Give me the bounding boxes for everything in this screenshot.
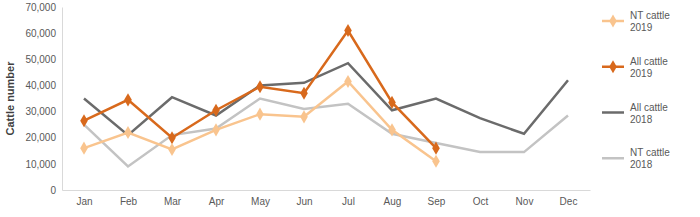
legend-item: NT cattle2019 (602, 10, 670, 33)
series-marker (344, 24, 352, 37)
x-tick-label: Sep (428, 196, 446, 207)
legend-label: NT cattle2018 (630, 147, 670, 170)
x-tick: Nov (516, 190, 534, 207)
x-tick: Jan (76, 190, 92, 207)
x-tick-label: Nov (516, 196, 534, 207)
x-tick: May (251, 190, 270, 207)
series-marker (212, 104, 220, 117)
series-marker (300, 87, 308, 100)
x-tick: Aug (384, 190, 402, 207)
legend: NT cattle2019 All cattle2019 All cattle201… (602, 10, 670, 170)
series-marker (388, 123, 396, 136)
x-tick: Oct (473, 190, 489, 207)
legend-swatch (602, 111, 624, 114)
x-tick-label: Dec (560, 196, 578, 207)
y-tick: 0 (50, 185, 62, 196)
x-tick: Sep (428, 190, 446, 207)
series-marker (124, 126, 132, 139)
y-tick-label: 50,000 (25, 54, 56, 65)
series-marker (80, 142, 88, 155)
x-tick: Jun (296, 190, 312, 207)
y-axis-line (62, 8, 63, 191)
x-axis-line (63, 190, 591, 191)
x-tick-label: Mar (164, 196, 182, 207)
y-tick-label: 20,000 (25, 132, 56, 143)
series-marker (124, 93, 132, 106)
y-tick: 10,000 (25, 159, 62, 170)
x-tick: Feb (120, 190, 138, 207)
x-tick-label: Jan (76, 196, 92, 207)
x-tick-label: Jun (296, 196, 312, 207)
legend-marker (609, 60, 617, 73)
series (84, 99, 568, 167)
series (80, 75, 440, 168)
legend-item: All cattle2018 (602, 102, 668, 125)
series-marker (432, 142, 440, 155)
series-marker (256, 108, 264, 121)
series-line (84, 82, 436, 162)
y-tick-label: 60,000 (25, 28, 56, 39)
series-marker (432, 155, 440, 168)
y-tick-label: 0 (50, 185, 56, 196)
y-tick: 20,000 (25, 132, 62, 143)
y-tick-label: 70,000 (25, 2, 56, 13)
y-tick: 50,000 (25, 54, 62, 65)
series-marker (168, 143, 176, 156)
y-tick: 30,000 (25, 106, 62, 117)
x-tick-label: Apr (209, 196, 225, 207)
x-tick-label: Jul (342, 196, 355, 207)
series-marker (212, 123, 220, 136)
series-group (80, 24, 568, 168)
legend-label: All cattle2018 (630, 102, 668, 125)
series-line (84, 99, 568, 167)
x-axis: Jan Feb Mar Apr May Jun Jul Aug Sep Oct Nov Dec (63, 190, 591, 207)
legend-marker (609, 14, 617, 27)
y-tick-label: 40,000 (25, 80, 56, 91)
y-tick: 60,000 (25, 28, 62, 39)
series-marker (256, 80, 264, 93)
y-axis-title: Cattle number (4, 61, 16, 136)
y-axis: 0 10,000 20,000 30,000 40,000 50,000 60,000 70,… (25, 2, 62, 196)
plot: 0 10,000 20,000 30,000 40,000 50,000 60,000 70,… (25, 2, 590, 207)
chart: 0 10,000 20,000 30,000 40,000 50,000 60,000 70,… (0, 0, 700, 217)
series-line (84, 31, 436, 149)
legend-item: All cattle2019 (602, 56, 668, 79)
x-tick-label: Feb (120, 196, 138, 207)
series-marker (80, 114, 88, 127)
series-marker (300, 110, 308, 123)
legend-label: NT cattle2019 (630, 10, 670, 33)
x-tick: Mar (164, 190, 182, 207)
series-marker (388, 96, 396, 109)
y-tick: 40,000 (25, 80, 62, 91)
legend-item: NT cattle2018 (602, 147, 670, 170)
y-tick-label: 30,000 (25, 106, 56, 117)
legend-label: All cattle2019 (630, 56, 668, 79)
x-tick: Jul (342, 190, 355, 207)
y-tick-label: 10,000 (25, 159, 56, 170)
series-marker (168, 131, 176, 144)
x-tick: Dec (560, 190, 578, 207)
x-tick-label: Aug (384, 196, 402, 207)
x-tick: Apr (209, 190, 225, 207)
legend-swatch (602, 157, 624, 160)
x-tick-label: Oct (473, 196, 489, 207)
y-tick: 70,000 (25, 2, 62, 13)
series-marker (344, 75, 352, 88)
x-tick-label: May (251, 196, 270, 207)
